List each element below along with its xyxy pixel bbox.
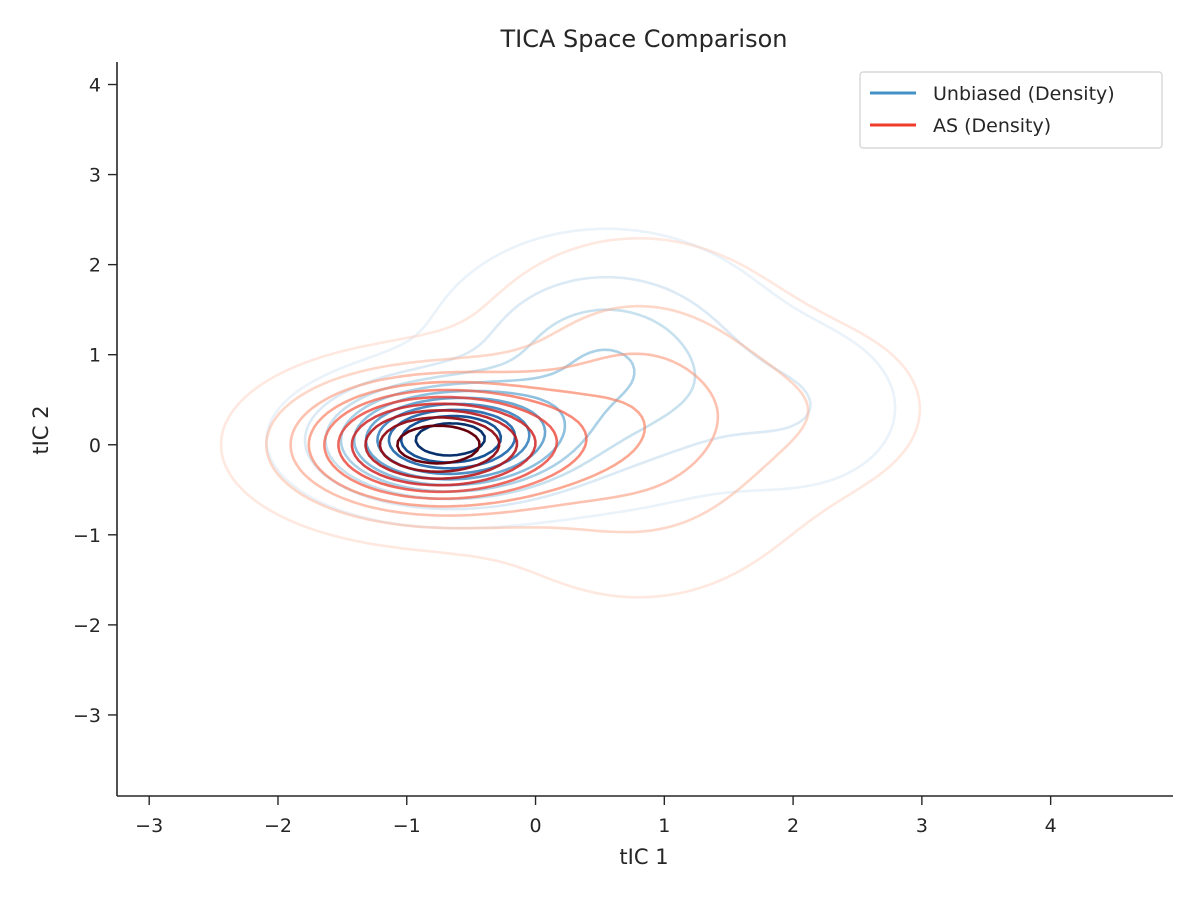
contour-level	[265, 304, 810, 534]
x-tick-label: −3	[135, 815, 163, 837]
y-tick-label: −2	[73, 615, 101, 637]
y-tick-label: −1	[73, 525, 101, 547]
contour-level	[350, 402, 537, 487]
y-axis-label: tIC 2	[29, 405, 53, 454]
y-tick-label: −3	[73, 705, 101, 727]
x-tick-label: 0	[529, 815, 541, 837]
x-tick-label: 2	[787, 815, 799, 837]
contour-level	[289, 352, 720, 517]
x-tick-label: −2	[264, 815, 292, 837]
contour-level	[414, 422, 486, 457]
contour-level	[364, 409, 519, 480]
x-tick-label: −1	[393, 815, 421, 837]
y-axis-ticks: −3 −2 −1 0 1 2 3 4	[73, 75, 117, 727]
x-axis-label: tIC 1	[619, 845, 668, 869]
contour-level	[219, 237, 922, 599]
contour-level	[378, 416, 501, 473]
y-tick-label: 1	[89, 345, 101, 367]
contour-level	[323, 388, 588, 500]
contour-level	[337, 395, 559, 494]
contour-level	[307, 380, 647, 508]
legend-label-unbiased: Unbiased (Density)	[933, 83, 1115, 105]
chart-title: TICA Space Comparison	[499, 25, 787, 53]
x-tick-label: 1	[658, 815, 670, 837]
contour-level	[396, 424, 481, 465]
y-tick-label: 3	[89, 165, 101, 187]
y-tick-label: 0	[89, 435, 101, 457]
x-tick-label: 4	[1045, 815, 1057, 837]
y-tick-label: 2	[89, 255, 101, 277]
contour-level	[339, 348, 636, 493]
as-density-contours	[219, 237, 922, 599]
legend-label-as: AS (Density)	[933, 115, 1051, 137]
y-tick-label: 4	[89, 75, 101, 97]
legend: Unbiased (Density) AS (Density)	[859, 71, 1163, 149]
legend-frame	[859, 71, 1163, 149]
x-tick-label: 3	[916, 815, 928, 837]
x-axis-ticks: −3 −2 −1 0 1 2 3 4	[135, 796, 1057, 837]
